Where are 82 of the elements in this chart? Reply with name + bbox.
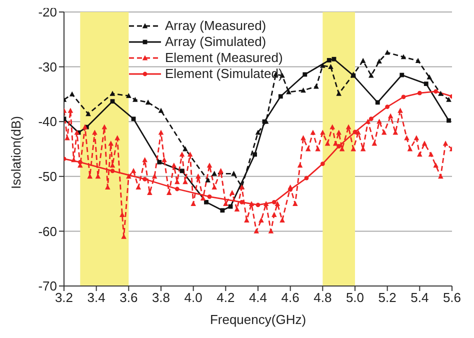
point [368,116,374,122]
point [302,72,308,77]
point [212,170,217,176]
point [256,202,260,208]
point [180,168,184,174]
point [132,96,138,102]
point [385,104,390,110]
point [415,58,421,63]
point [182,146,188,152]
y-tick-label: -70 [38,278,57,294]
x-tick-label: 4.2 [216,290,235,306]
y-tick-label: -60 [38,224,57,239]
point [110,168,115,174]
point [78,160,82,164]
point [110,99,115,104]
point [320,62,326,68]
point [384,50,390,55]
point [446,118,451,123]
x-tick-label: 5.0 [346,290,364,306]
x-tick-label: 3.6 [120,290,138,306]
point [174,186,180,192]
x-tick-label: 5.2 [378,290,396,306]
point [368,72,374,78]
point [400,72,404,78]
point [336,144,342,148]
x-tick-label: 3.4 [87,290,106,306]
point [205,177,211,182]
point [424,82,428,86]
legend-label: Array (Measured) [165,18,266,34]
point [304,176,309,180]
x-tick-label: 3.2 [54,290,74,306]
point [157,160,162,164]
point [300,88,306,93]
point [231,170,236,176]
x-axis-title: Frequency(GHz) [210,312,306,327]
point [272,200,276,204]
x-tick-label: 4.8 [314,290,332,306]
x-tick-label: 4.4 [248,290,268,306]
y-tick-label: -30 [38,59,57,74]
point [207,194,212,199]
point [417,90,422,96]
point [446,96,452,102]
y-axis-title: Isolation(dB) [8,116,24,189]
point [110,90,116,96]
point [220,208,225,213]
point [314,84,319,89]
x-tick-label: 4.0 [184,290,202,306]
x-tick-label: 4.6 [281,290,300,306]
point [278,94,283,99]
point [255,130,261,135]
x-tick-label: 5.6 [442,290,462,306]
point [126,92,132,98]
point [131,116,136,122]
point [401,94,406,100]
point [204,200,208,204]
point [326,58,332,62]
x-tick-label: 3.8 [152,290,170,306]
legend-label: Element (Simulated) [165,66,283,82]
point [352,130,358,134]
point [336,90,342,96]
x-tick-label: 5.4 [410,290,429,306]
point [286,89,292,94]
legend-label: Element (Measured) [165,50,283,66]
point [360,58,366,63]
point [426,74,432,80]
point [434,89,438,94]
point [69,91,75,96]
legend-label: Array (Simulated) [165,34,266,50]
point [438,90,444,96]
y-tick-label: -40 [38,114,57,130]
point [332,56,336,62]
point [400,54,406,60]
point [86,111,91,116]
point [328,64,334,69]
y-tick-label: -50 [38,169,57,184]
point [142,176,148,182]
point [376,58,382,64]
point [375,100,380,105]
point [320,162,325,166]
point [145,100,151,105]
point [252,152,257,157]
point [158,108,164,113]
